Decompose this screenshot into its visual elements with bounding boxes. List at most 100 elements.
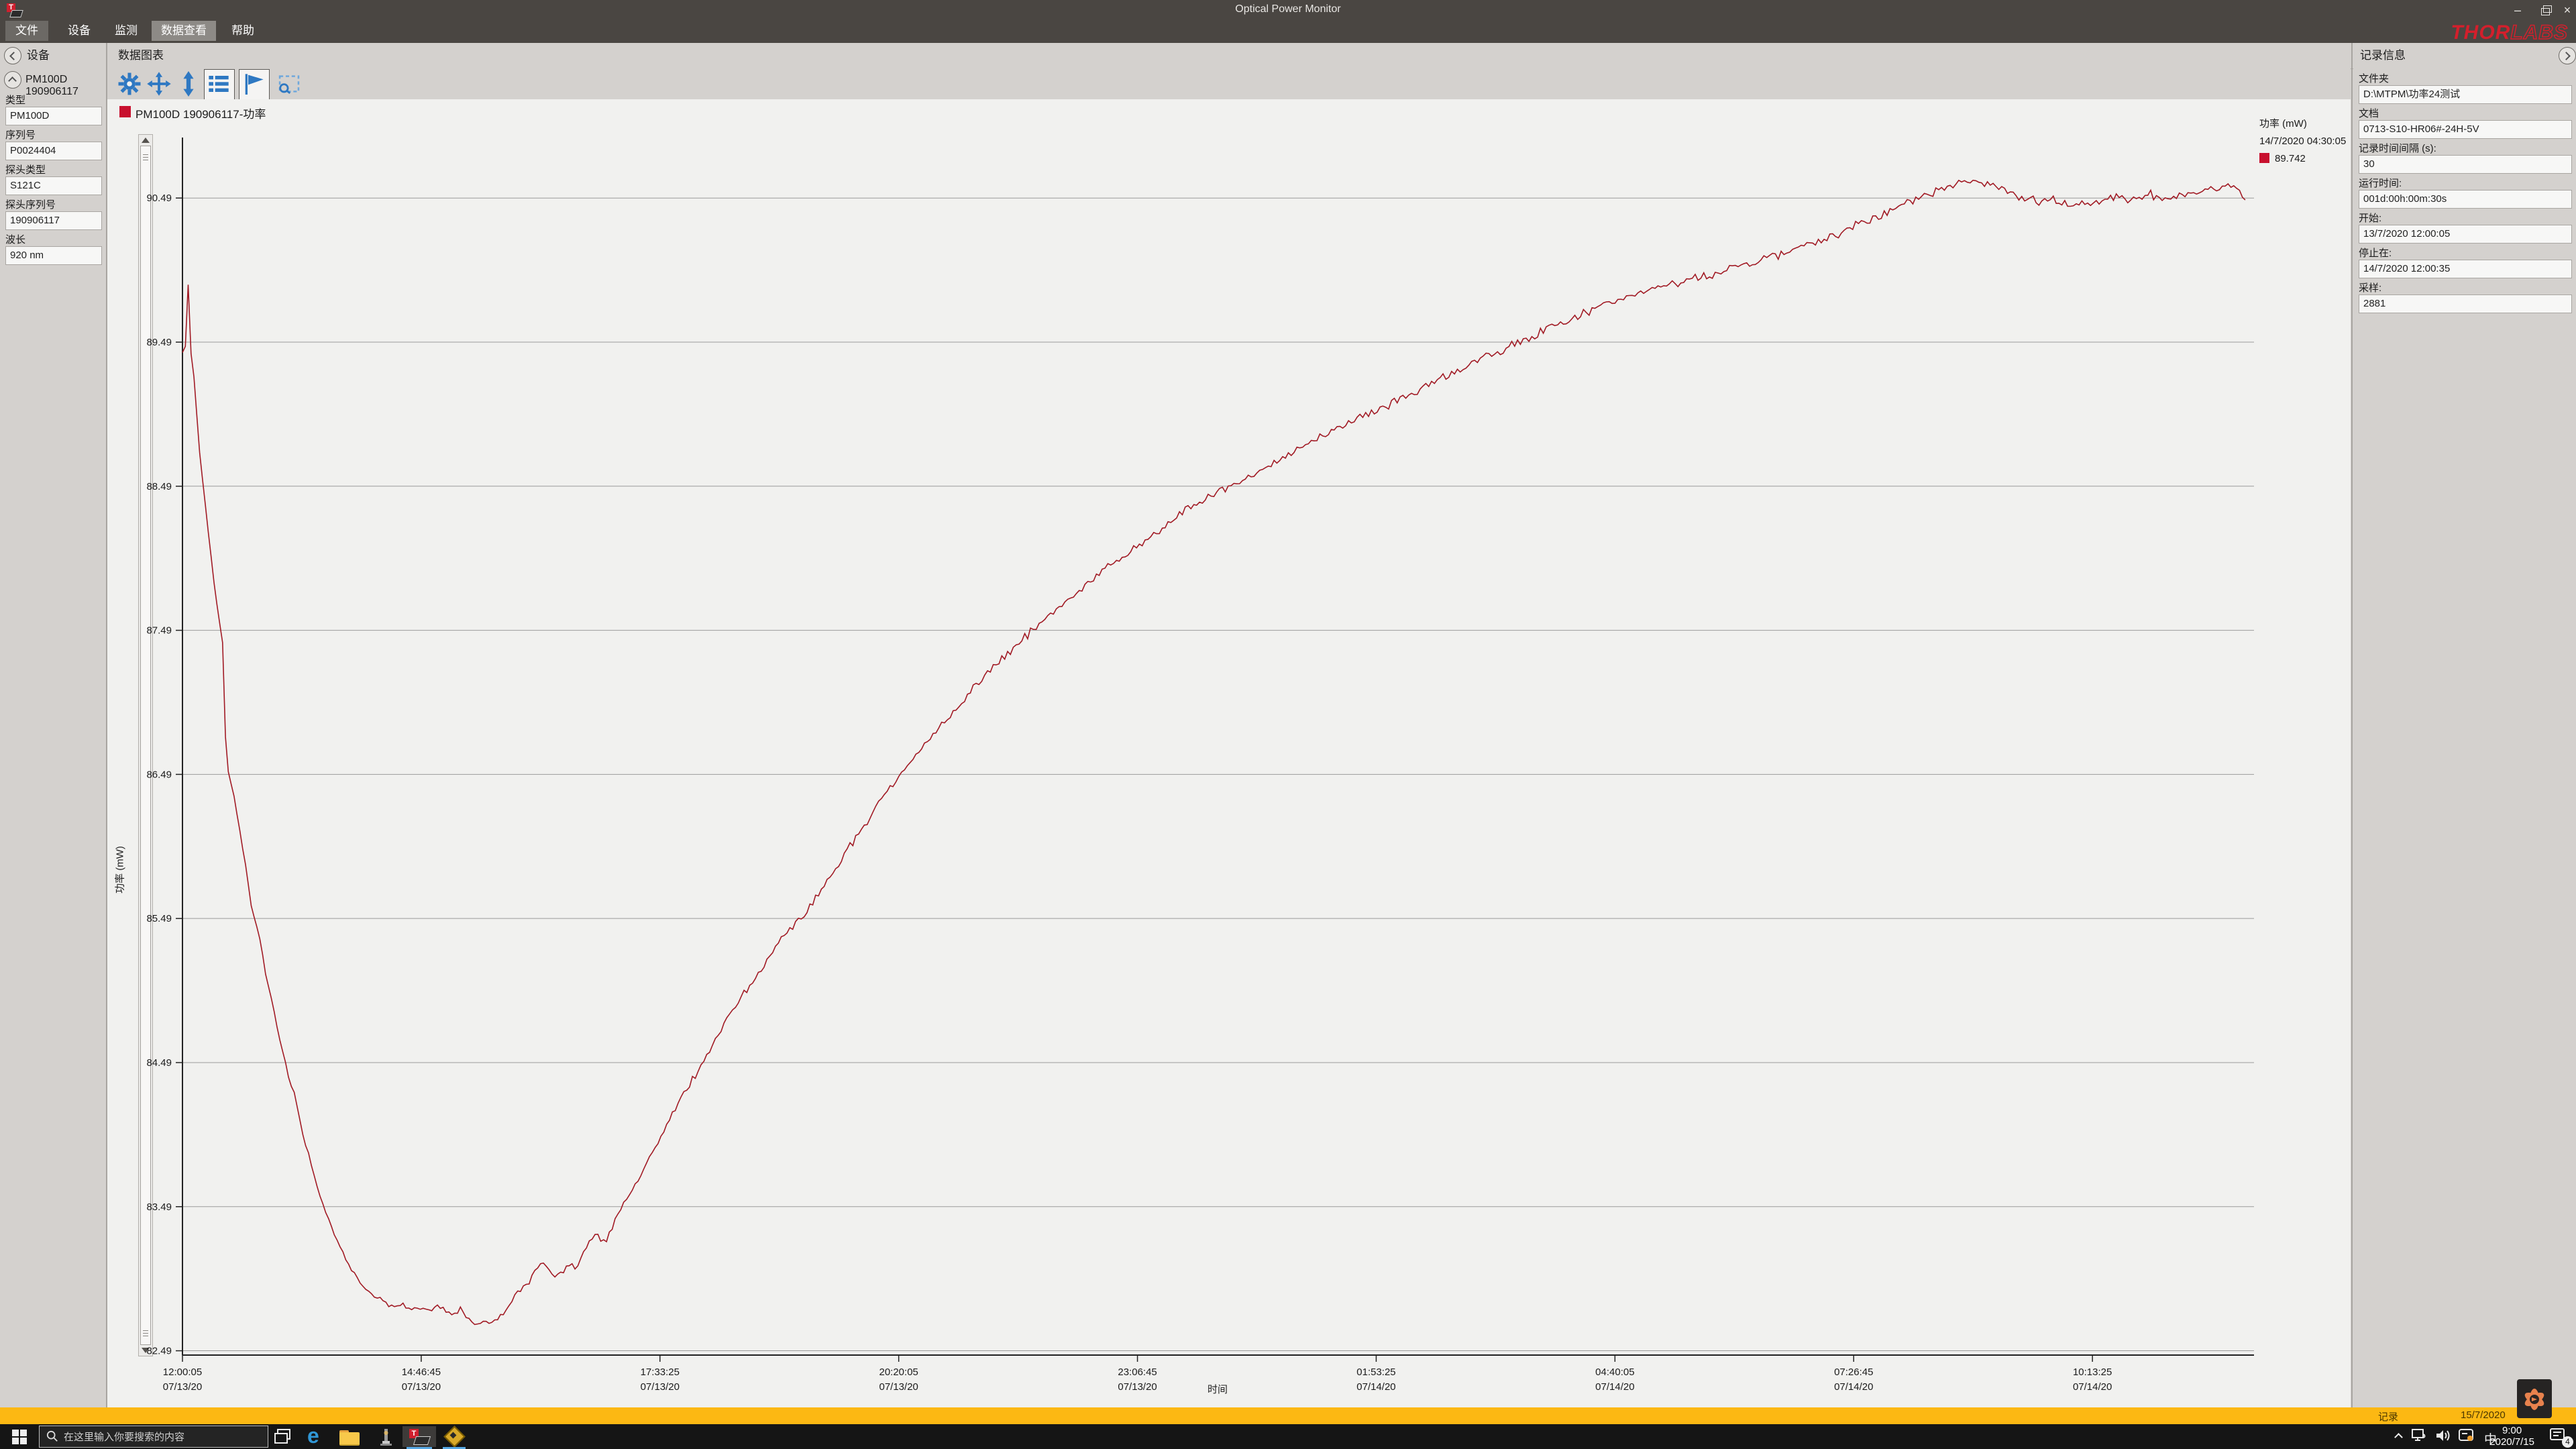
y-tick-label: 85.49: [146, 913, 172, 924]
field-input[interactable]: 30: [2359, 155, 2572, 174]
gear-icon: [118, 72, 141, 95]
floating-widget-icon[interactable]: [2517, 1379, 2552, 1418]
field-label: 探头序列号: [5, 199, 56, 211]
legend-swatch: [2259, 153, 2269, 163]
x-tick-time: 01:53:25: [1356, 1366, 1395, 1378]
taskbar: 在这里输入你要搜索的内容 e T: [0, 1424, 2576, 1449]
menu-monitor[interactable]: 监测: [115, 24, 138, 37]
left-panel-header: 设备: [0, 43, 106, 69]
clock-date: 2020/7/15: [2489, 1436, 2534, 1448]
scrollbar-thumb[interactable]: [140, 146, 151, 1345]
task-view-button[interactable]: [267, 1426, 298, 1447]
y-tick-label: 82.49: [146, 1346, 172, 1357]
search-icon: [46, 1430, 58, 1442]
x-tick-time: 04:40:05: [1595, 1366, 1634, 1378]
collapse-right-panel-button[interactable]: [2559, 47, 2576, 64]
menu-device[interactable]: 设备: [68, 24, 91, 37]
volume-icon[interactable]: [2435, 1428, 2451, 1446]
field-label: 文件夹: [2359, 73, 2390, 85]
menu-bar: 文件 设备 监测 数据查看 帮助: [0, 19, 2576, 43]
edge-browser-button[interactable]: e: [301, 1424, 331, 1448]
settings-button[interactable]: [117, 71, 142, 97]
legend-value: 89.742: [2275, 153, 2306, 164]
device-panel: PM100D 190906117 类型 PM100D 序列号 P0024404 探头类型…: [0, 68, 106, 1407]
taskbar-clock[interactable]: 9:00 2020/7/15: [2489, 1425, 2534, 1448]
scroll-down-arrow[interactable]: [142, 1348, 150, 1353]
field-input[interactable]: D:\MTPM\功率24测试: [2359, 85, 2572, 104]
x-tick-time: 23:06:45: [1118, 1366, 1157, 1378]
x-tick-time: 14:46:45: [402, 1366, 441, 1378]
field-label: 停止在:: [2359, 248, 2392, 259]
y-tick-label: 84.49: [146, 1057, 172, 1069]
left-divider: [106, 43, 107, 1407]
x-tick-date: 07/13/20: [402, 1381, 441, 1393]
right-panel-header: 记录信息: [2353, 43, 2576, 69]
x-tick-time: 07:26:45: [1834, 1366, 1873, 1378]
y-tick-label: 88.49: [146, 481, 172, 492]
x-tick-date: 07/13/20: [163, 1381, 202, 1393]
y-tick-label: 86.49: [146, 769, 172, 780]
x-tick-date: 07/13/20: [879, 1381, 918, 1393]
minimize-button[interactable]: –: [2514, 3, 2521, 17]
plot-canvas[interactable]: 90.49 89.49 88.49 87.49 86.49 85.49 84.49 83.49…: [107, 125, 2351, 1407]
field-label: 探头类型: [5, 164, 46, 176]
network-icon[interactable]: [2411, 1428, 2427, 1446]
collapse-left-panel-button[interactable]: [4, 47, 21, 64]
vertical-arrows-icon: [183, 71, 194, 97]
y-tick-label: 89.49: [146, 337, 172, 348]
notification-center-button[interactable]: 4: [2549, 1428, 2573, 1448]
taskbar-search-input[interactable]: 在这里输入你要搜索的内容: [39, 1426, 268, 1448]
zoom-region-icon: [278, 75, 300, 95]
field-input[interactable]: 2881: [2359, 294, 2572, 313]
y-axis-scrollbar[interactable]: [138, 134, 153, 1356]
field-input[interactable]: 190906117: [5, 211, 102, 230]
power-series-line: [182, 179, 2246, 1326]
field-label: 波长: [5, 234, 26, 246]
status-date: 15/7/2020: [2461, 1409, 2506, 1421]
instrument-icon: [380, 1429, 392, 1446]
field-input[interactable]: 920 nm: [5, 246, 102, 265]
field-input[interactable]: PM100D: [5, 107, 102, 125]
close-button[interactable]: ×: [2563, 3, 2571, 17]
x-tick-date: 07/14/20: [2073, 1381, 2112, 1393]
scroll-up-arrow[interactable]: [142, 138, 150, 143]
x-tick-time: 10:13:25: [2073, 1366, 2112, 1378]
x-tick-date: 07/13/20: [641, 1381, 680, 1393]
vertical-autoscale-button[interactable]: [176, 71, 201, 97]
field-input[interactable]: P0024404: [5, 142, 102, 160]
ime-language-indicator[interactable]: 中: [2483, 1433, 2497, 1447]
chart-area[interactable]: 功率 (mW) 时间 90.49 89.49 88.49 87.49 86.49 85.4…: [107, 118, 2351, 1407]
menu-data-view[interactable]: 数据查看: [152, 21, 216, 41]
tray-expand-button[interactable]: [2394, 1432, 2403, 1442]
ime-tool-icon[interactable]: [2458, 1428, 2475, 1446]
file-explorer-button[interactable]: [335, 1426, 366, 1447]
legend-timestamp: 14/7/2020 04:30:05: [2259, 136, 2347, 147]
zoom-select-button[interactable]: [276, 71, 302, 97]
optical-power-monitor-app-button[interactable]: T: [402, 1426, 436, 1449]
collapse-device-button[interactable]: [4, 71, 21, 89]
instrument-app-button[interactable]: [370, 1426, 401, 1447]
pan-arrows-icon: [147, 72, 171, 96]
field-input[interactable]: S121C: [5, 176, 102, 195]
start-button[interactable]: [12, 1430, 27, 1444]
diamond-app-button[interactable]: [439, 1426, 470, 1449]
pan-button[interactable]: [146, 71, 172, 97]
field-input[interactable]: 001d:00h:00m:30s: [2359, 190, 2572, 209]
field-input[interactable]: 0713-S10-HR06#-24H-5V: [2359, 120, 2572, 139]
badge-count: 4: [2562, 1436, 2573, 1448]
series-tab-label[interactable]: PM100D 190906117-功率: [136, 108, 266, 121]
field-input[interactable]: 14/7/2020 12:00:35: [2359, 260, 2572, 278]
menu-file[interactable]: 文件: [5, 21, 48, 41]
legend-toggle-button[interactable]: [204, 69, 235, 100]
flag-marker-button[interactable]: [239, 69, 270, 100]
menu-help[interactable]: 帮助: [231, 24, 254, 37]
field-input[interactable]: 13/7/2020 12:00:05: [2359, 225, 2572, 244]
legend-title: 功率 (mW): [2259, 118, 2307, 129]
field-label: 类型: [5, 95, 26, 106]
pinwheel-icon: [2524, 1389, 2544, 1410]
clock-time: 9:00: [2502, 1425, 2522, 1436]
window-title: Optical Power Monitor: [1235, 3, 1341, 15]
chart-legend: 功率 (mW) 14/7/2020 04:30:05 89.742: [2259, 115, 2353, 168]
restore-button[interactable]: [2534, 5, 2555, 16]
field-label: 文档: [2359, 108, 2379, 119]
